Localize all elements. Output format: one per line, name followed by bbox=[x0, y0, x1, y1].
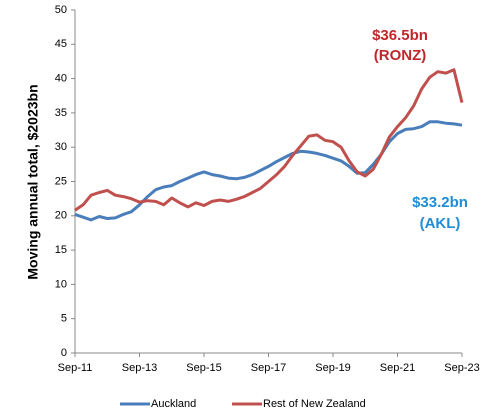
y-tick-label: 50 bbox=[55, 4, 67, 16]
series-line bbox=[74, 120, 463, 222]
series-line bbox=[74, 68, 464, 212]
y-tick-label: 20 bbox=[55, 210, 67, 222]
y-tick-label: 35 bbox=[55, 107, 67, 119]
legend-label: Rest of New Zealand bbox=[263, 398, 366, 410]
x-tick-label: Sep-15 bbox=[186, 362, 221, 374]
y-tick-label: 5 bbox=[61, 313, 67, 325]
x-tick-label: Sep-21 bbox=[380, 362, 415, 374]
y-tick-label: 30 bbox=[55, 141, 67, 153]
x-tick-label: Sep-19 bbox=[315, 362, 350, 374]
y-tick-label: 25 bbox=[55, 175, 67, 187]
y-tick-label: 10 bbox=[55, 278, 67, 290]
x-tick-label: Sep-11 bbox=[58, 362, 93, 374]
legend-label: Auckland bbox=[151, 398, 196, 410]
y-tick-label: 0 bbox=[61, 347, 67, 359]
annotation: $33.2bn bbox=[412, 194, 468, 211]
x-tick-label: Sep-23 bbox=[444, 362, 479, 374]
y-axis-label: Moving annual total, $2023bn bbox=[25, 84, 41, 279]
y-tick-label: 40 bbox=[55, 73, 67, 85]
x-tick-label: Sep-13 bbox=[122, 362, 157, 374]
y-tick-label: 15 bbox=[55, 244, 67, 256]
y-tick-label: 45 bbox=[55, 38, 67, 50]
x-tick-label: Sep-17 bbox=[251, 362, 286, 374]
annotation: (AKL) bbox=[420, 215, 461, 232]
annotation: $36.5bn bbox=[372, 27, 428, 44]
annotation: (RONZ) bbox=[374, 47, 427, 64]
